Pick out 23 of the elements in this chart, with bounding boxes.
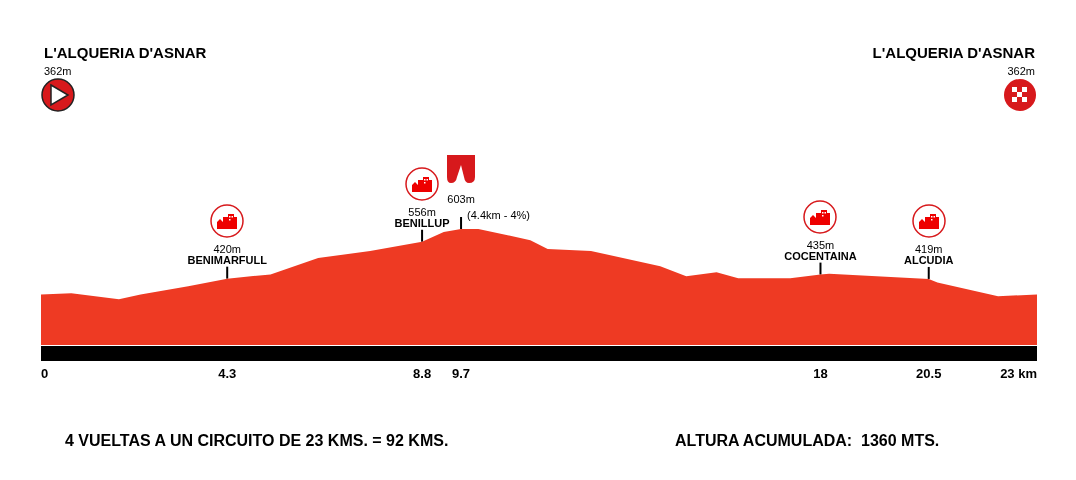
annotation: COCENTAINA [784,249,857,262]
text: ALTURA ACUMULADA: 1360 MTS. [675,431,940,449]
text: 4 VUELTAS A UN CIRCUITO DE 23 KMS. = 92 KMS. [65,431,449,449]
text: 362m [1007,65,1035,77]
x-tick-label: 9.7 [452,366,471,381]
text: L'ALQUERIA D'ASNAR [44,43,207,61]
text: L'ALQUERIA D'ASNAR [872,43,1036,61]
annotation: BENILLUP [394,216,450,229]
data-label: 435m [806,238,835,251]
annotation: (4.4km - 4%) [467,209,531,221]
data-label: 556m [408,205,436,218]
text: 362m [44,65,72,77]
annotation: BENIMARFULL [187,253,268,266]
data-label: 420m [213,242,241,255]
data-label: 419m [914,242,943,255]
x-tick-label: 8.8 [413,366,432,381]
data-label: 603m [447,193,475,205]
x-tick-label: 20.5 [916,366,942,381]
x-tick-label: 0 [41,366,49,381]
x-tick-label: 18 [813,366,828,381]
x-tick-label: 4.3 [218,366,237,381]
x-tick-label: 23 km [1000,366,1037,381]
annotation: ALCUDIA [903,253,954,266]
